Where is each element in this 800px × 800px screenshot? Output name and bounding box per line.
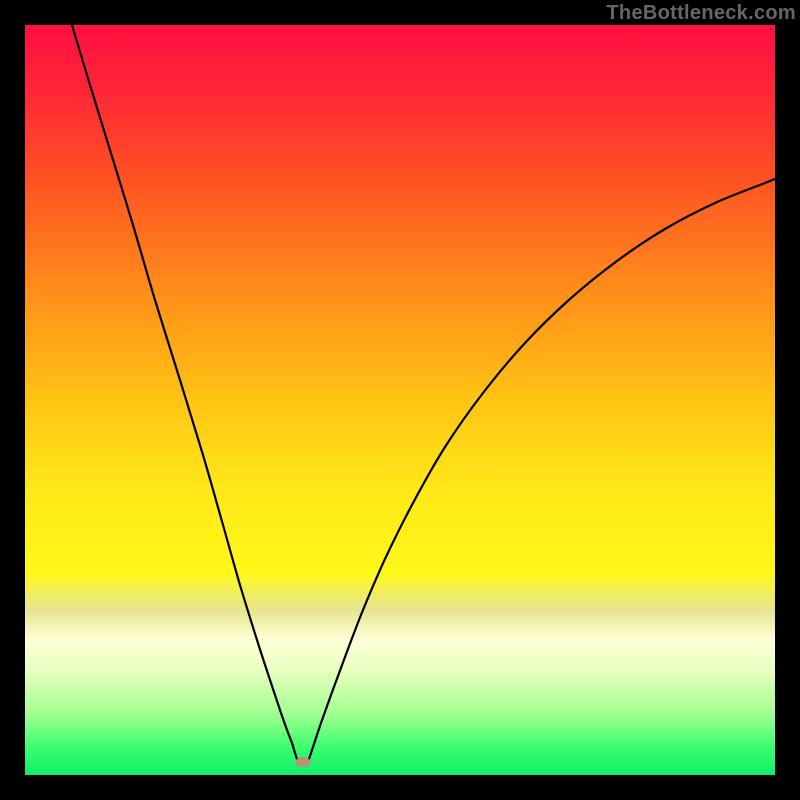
curve-left-branch	[72, 25, 297, 759]
plot-area	[25, 25, 775, 775]
minimum-marker	[295, 757, 311, 767]
watermark-text: TheBottleneck.com	[606, 2, 796, 25]
curve-right-branch	[309, 179, 775, 759]
bottleneck-curve	[25, 25, 775, 775]
chart-frame: TheBottleneck.com	[0, 0, 800, 800]
